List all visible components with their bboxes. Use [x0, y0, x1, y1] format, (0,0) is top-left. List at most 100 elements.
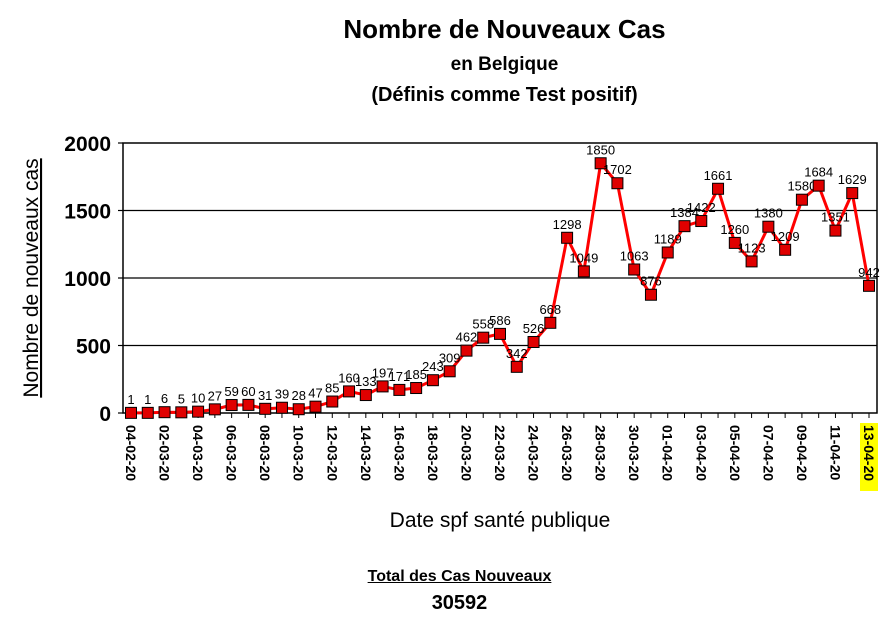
- x-tick-label: 04-02-20: [123, 425, 139, 481]
- data-label: 1049: [569, 250, 598, 265]
- x-tick-label-group: 05-04-20: [727, 425, 743, 481]
- data-label: 342: [506, 346, 528, 361]
- data-point: [393, 383, 406, 396]
- data-label: 160: [338, 370, 360, 385]
- data-label: 1629: [838, 172, 867, 187]
- line-chart: 0 500 1000 1500 2000 Nombre de nouveaux cas 04…: [20, 133, 880, 532]
- data-point: [812, 179, 825, 192]
- data-label: 1380: [754, 206, 783, 221]
- y-tick-label: 500: [76, 336, 111, 359]
- y-axis-label: Nombre de nouveaux cas: [20, 158, 43, 397]
- data-label: 85: [325, 381, 339, 396]
- data-label: 309: [439, 350, 461, 365]
- data-label: 942: [858, 265, 880, 280]
- data-point: [594, 157, 607, 170]
- data-label: 59: [224, 384, 238, 399]
- x-tick-label: 07-04-20: [760, 425, 776, 481]
- data-point: [611, 177, 624, 190]
- data-point: [863, 279, 875, 292]
- data-point: [292, 403, 305, 416]
- x-tick-label: 22-03-20: [492, 425, 508, 481]
- data-label: 876: [640, 274, 662, 289]
- data-label: 197: [372, 365, 394, 380]
- data-point: [695, 215, 708, 228]
- data-label: 5: [178, 391, 185, 406]
- total-label: Total des Cas Nouveaux: [367, 568, 552, 585]
- x-tick-label-group: 04-03-20: [190, 425, 206, 481]
- data-point: [510, 360, 523, 373]
- x-tick-label: 26-03-20: [559, 425, 575, 481]
- data-point: [426, 374, 439, 387]
- y-tick-label: 1500: [64, 201, 111, 224]
- data-point: [326, 395, 339, 408]
- data-point: [192, 405, 205, 418]
- data-point: [460, 344, 473, 357]
- x-tick-label: 18-03-20: [425, 425, 441, 481]
- data-label: 10: [191, 391, 205, 406]
- data-label: 526: [523, 321, 545, 336]
- data-label: 1702: [603, 162, 632, 177]
- data-label: 586: [489, 313, 511, 328]
- data-label: 1: [144, 392, 151, 407]
- data-label: 1580: [787, 179, 816, 194]
- data-point: [544, 316, 557, 329]
- x-tick-label: 02-03-20: [157, 425, 173, 481]
- data-point: [644, 288, 657, 301]
- data-point: [728, 236, 741, 249]
- data-point: [762, 220, 775, 233]
- x-tick-label-group: 20-03-20: [458, 425, 474, 481]
- x-tick-label-group: 24-03-20: [526, 425, 542, 481]
- data-label: 1850: [586, 142, 615, 157]
- data-label: 185: [405, 367, 427, 382]
- data-point: [208, 403, 221, 416]
- data-label: 47: [308, 386, 322, 401]
- data-label: 133: [355, 374, 377, 389]
- data-label: 1: [127, 392, 134, 407]
- data-point: [242, 398, 255, 411]
- data-label: 1209: [771, 229, 800, 244]
- y-tick-label: 2000: [64, 133, 111, 156]
- data-point: [846, 187, 859, 200]
- x-tick-label-group: 02-03-20: [157, 425, 173, 481]
- data-label: 243: [422, 359, 444, 374]
- x-tick-label: 14-03-20: [358, 425, 374, 481]
- data-label: 1384: [670, 205, 699, 220]
- data-label: 558: [472, 317, 494, 332]
- data-label: 668: [539, 302, 561, 317]
- data-label: 462: [456, 330, 478, 345]
- data-label: 1298: [553, 217, 582, 232]
- data-point: [359, 389, 372, 402]
- data-point: [175, 406, 188, 419]
- x-tick-label-group: 18-03-20: [425, 425, 441, 481]
- data-point: [678, 220, 691, 233]
- data-label: 1661: [704, 168, 733, 183]
- data-point: [477, 331, 490, 344]
- data-label: 1684: [804, 165, 833, 180]
- data-label: 1123: [738, 240, 766, 255]
- data-label: 1351: [821, 210, 850, 225]
- x-tick-label-group: 04-02-20: [123, 425, 139, 481]
- data-point: [141, 406, 154, 419]
- data-point: [343, 385, 356, 398]
- x-tick-label: 13-04-20: [861, 425, 877, 481]
- data-label: 171: [389, 369, 411, 384]
- data-point: [527, 335, 540, 348]
- x-tick-label-group: 09-04-20: [794, 425, 810, 481]
- total-value: 30592: [431, 592, 488, 614]
- data-point: [410, 382, 423, 395]
- data-point: [712, 182, 725, 195]
- x-tick-label: 16-03-20: [391, 425, 407, 481]
- x-tick-label: 01-04-20: [660, 425, 676, 481]
- data-point: [158, 406, 171, 419]
- x-tick-label: 09-04-20: [794, 425, 810, 481]
- x-tick-label-group: 13-04-20: [860, 423, 878, 491]
- x-tick-label: 30-03-20: [626, 425, 642, 481]
- x-tick-label-group: 28-03-20: [593, 425, 609, 481]
- y-tick-label: 1000: [64, 268, 111, 291]
- data-point: [309, 400, 322, 413]
- x-tick-label: 24-03-20: [526, 425, 542, 481]
- x-tick-label-group: 10-03-20: [291, 425, 307, 481]
- data-point: [661, 246, 674, 259]
- data-point: [225, 399, 238, 412]
- x-tick-label-group: 22-03-20: [492, 425, 508, 481]
